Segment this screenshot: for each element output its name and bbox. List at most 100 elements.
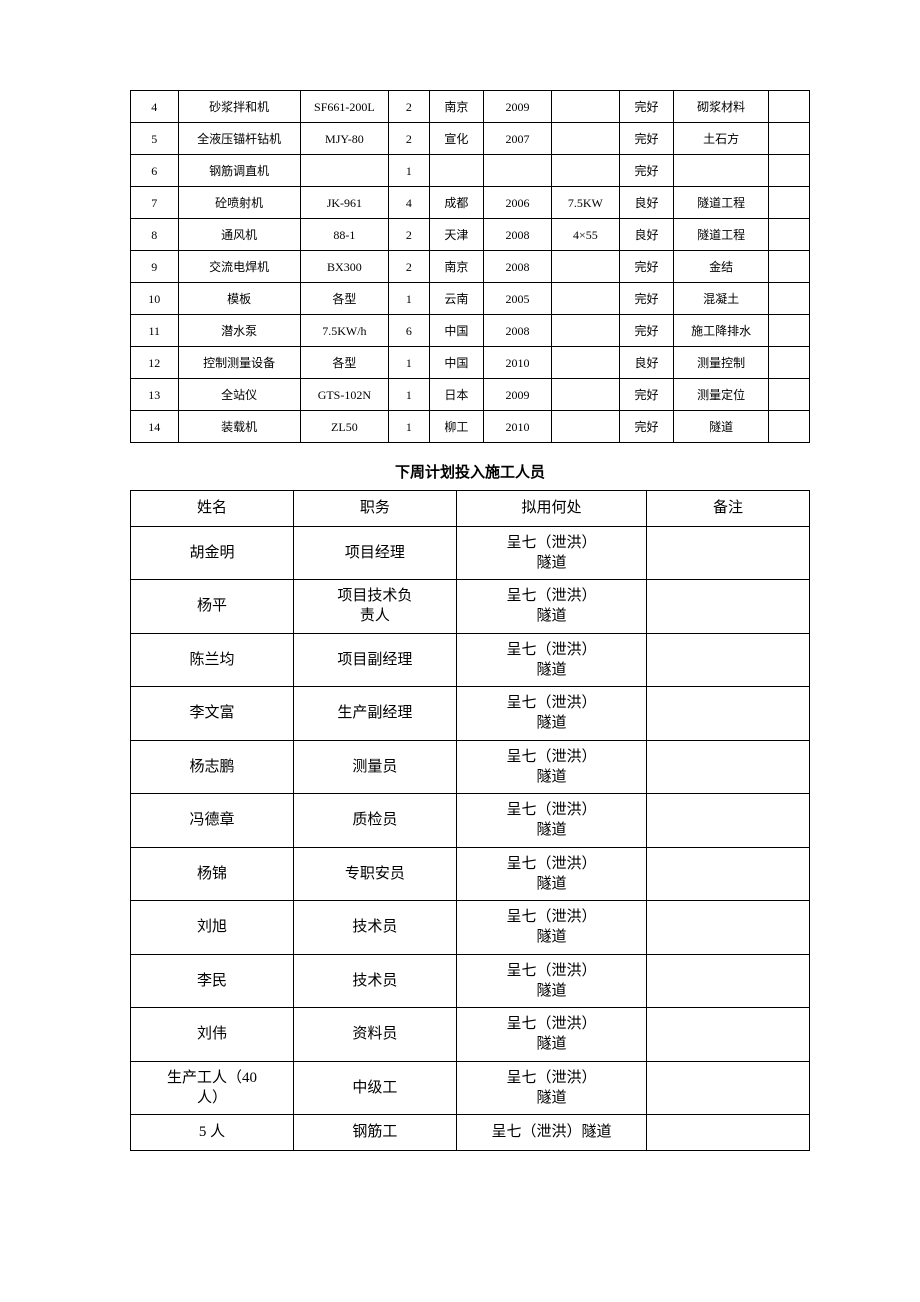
- table-cell: 钢筋工: [293, 1115, 456, 1151]
- table-cell: 呈七（泄洪）隧道: [456, 1061, 646, 1115]
- table-cell: 南京: [429, 251, 483, 283]
- table-cell: 14: [131, 411, 179, 443]
- table-row: 陈兰均项目副经理呈七（泄洪）隧道: [131, 633, 810, 687]
- table-cell: MJY-80: [300, 123, 388, 155]
- table-cell: 砌浆材料: [674, 91, 769, 123]
- table-cell: 2005: [484, 283, 552, 315]
- table-row: 7砼喷射机JK-9614成都20067.5KW良好隧道工程: [131, 187, 810, 219]
- table-cell: 良好: [619, 347, 673, 379]
- table-cell: [647, 580, 810, 634]
- table-row: 9交流电焊机BX3002南京2008完好金结: [131, 251, 810, 283]
- table-cell: 柳工: [429, 411, 483, 443]
- table-cell: [551, 155, 619, 187]
- table-cell: 2010: [484, 411, 552, 443]
- table-cell: 7: [131, 187, 179, 219]
- table-cell: 2008: [484, 315, 552, 347]
- table-cell: [429, 155, 483, 187]
- table-cell: 呈七（泄洪）隧道: [456, 847, 646, 901]
- table-cell: [551, 283, 619, 315]
- table-cell: 呈七（泄洪）隧道: [456, 526, 646, 580]
- table-cell: 隧道工程: [674, 187, 769, 219]
- table-cell: 刘伟: [131, 1008, 294, 1062]
- table-cell: 呈七（泄洪）隧道: [456, 633, 646, 687]
- table-cell: 完好: [619, 315, 673, 347]
- table-cell: [551, 123, 619, 155]
- table-row: 杨锦专职安员呈七（泄洪）隧道: [131, 847, 810, 901]
- table-cell: 胡金明: [131, 526, 294, 580]
- table-cell: [769, 283, 810, 315]
- table-cell: 李文富: [131, 687, 294, 741]
- table-cell: [769, 123, 810, 155]
- table-cell: 1: [389, 155, 430, 187]
- table-cell: 李民: [131, 954, 294, 1008]
- table-cell: 4×55: [551, 219, 619, 251]
- table-cell: 钢筋调直机: [178, 155, 300, 187]
- table-cell: SF661-200L: [300, 91, 388, 123]
- table-cell: 2008: [484, 219, 552, 251]
- table-cell: [647, 526, 810, 580]
- column-header: 拟用何处: [456, 491, 646, 527]
- table-cell: 呈七（泄洪）隧道: [456, 1115, 646, 1151]
- table-row: 6钢筋调直机 1 完好: [131, 155, 810, 187]
- table-cell: [647, 687, 810, 741]
- table-row: 杨志鹏测量员呈七（泄洪）隧道: [131, 740, 810, 794]
- table-cell: [769, 187, 810, 219]
- table-cell: 2: [389, 219, 430, 251]
- table-cell: 混凝土: [674, 283, 769, 315]
- table-cell: 陈兰均: [131, 633, 294, 687]
- table-cell: 完好: [619, 91, 673, 123]
- table-cell: 潜水泵: [178, 315, 300, 347]
- table-cell: 技术员: [293, 901, 456, 955]
- table-cell: 项目技术负责人: [293, 580, 456, 634]
- table-cell: 全站仪: [178, 379, 300, 411]
- table-cell: [551, 411, 619, 443]
- table-cell: 日本: [429, 379, 483, 411]
- table-cell: [647, 740, 810, 794]
- table-row: 11潜水泵7.5KW/h6中国2008完好施工降排水: [131, 315, 810, 347]
- table-cell: [647, 847, 810, 901]
- table-cell: 宣化: [429, 123, 483, 155]
- table-cell: 测量员: [293, 740, 456, 794]
- table-cell: 中国: [429, 315, 483, 347]
- table-row: 刘伟资料员呈七（泄洪）隧道: [131, 1008, 810, 1062]
- table-cell: 南京: [429, 91, 483, 123]
- column-header: 职务: [293, 491, 456, 527]
- table-cell: 2008: [484, 251, 552, 283]
- table-cell: [769, 315, 810, 347]
- column-header: 姓名: [131, 491, 294, 527]
- table-cell: 6: [131, 155, 179, 187]
- table-cell: 控制测量设备: [178, 347, 300, 379]
- table-row: 13全站仪GTS-102N1日本2009完好测量定位: [131, 379, 810, 411]
- table-cell: 刘旭: [131, 901, 294, 955]
- table-cell: 完好: [619, 251, 673, 283]
- table-cell: [551, 315, 619, 347]
- table-cell: [300, 155, 388, 187]
- table-row: 刘旭技术员呈七（泄洪）隧道: [131, 901, 810, 955]
- table-cell: 2009: [484, 91, 552, 123]
- table-cell: [551, 251, 619, 283]
- table-cell: 88-1: [300, 219, 388, 251]
- table-cell: 5: [131, 123, 179, 155]
- table-cell: 杨志鹏: [131, 740, 294, 794]
- table-cell: [551, 379, 619, 411]
- table-cell: 测量定位: [674, 379, 769, 411]
- table-cell: 呈七（泄洪）隧道: [456, 901, 646, 955]
- table-row: 李文富生产副经理呈七（泄洪）隧道: [131, 687, 810, 741]
- table-cell: 项目经理: [293, 526, 456, 580]
- table-cell: 资料员: [293, 1008, 456, 1062]
- table-cell: 呈七（泄洪）隧道: [456, 687, 646, 741]
- table-cell: [769, 251, 810, 283]
- table-cell: [769, 347, 810, 379]
- table-row: 12控制测量设备各型1中国2010良好测量控制: [131, 347, 810, 379]
- table-cell: 施工降排水: [674, 315, 769, 347]
- table-cell: [769, 219, 810, 251]
- table-cell: 完好: [619, 155, 673, 187]
- table-cell: 模板: [178, 283, 300, 315]
- table-cell: 良好: [619, 187, 673, 219]
- table-cell: 7.5KW/h: [300, 315, 388, 347]
- table-cell: 各型: [300, 347, 388, 379]
- table-cell: 完好: [619, 411, 673, 443]
- table-row: 生产工人（40人）中级工呈七（泄洪）隧道: [131, 1061, 810, 1115]
- table-cell: 专职安员: [293, 847, 456, 901]
- table-cell: 1: [389, 283, 430, 315]
